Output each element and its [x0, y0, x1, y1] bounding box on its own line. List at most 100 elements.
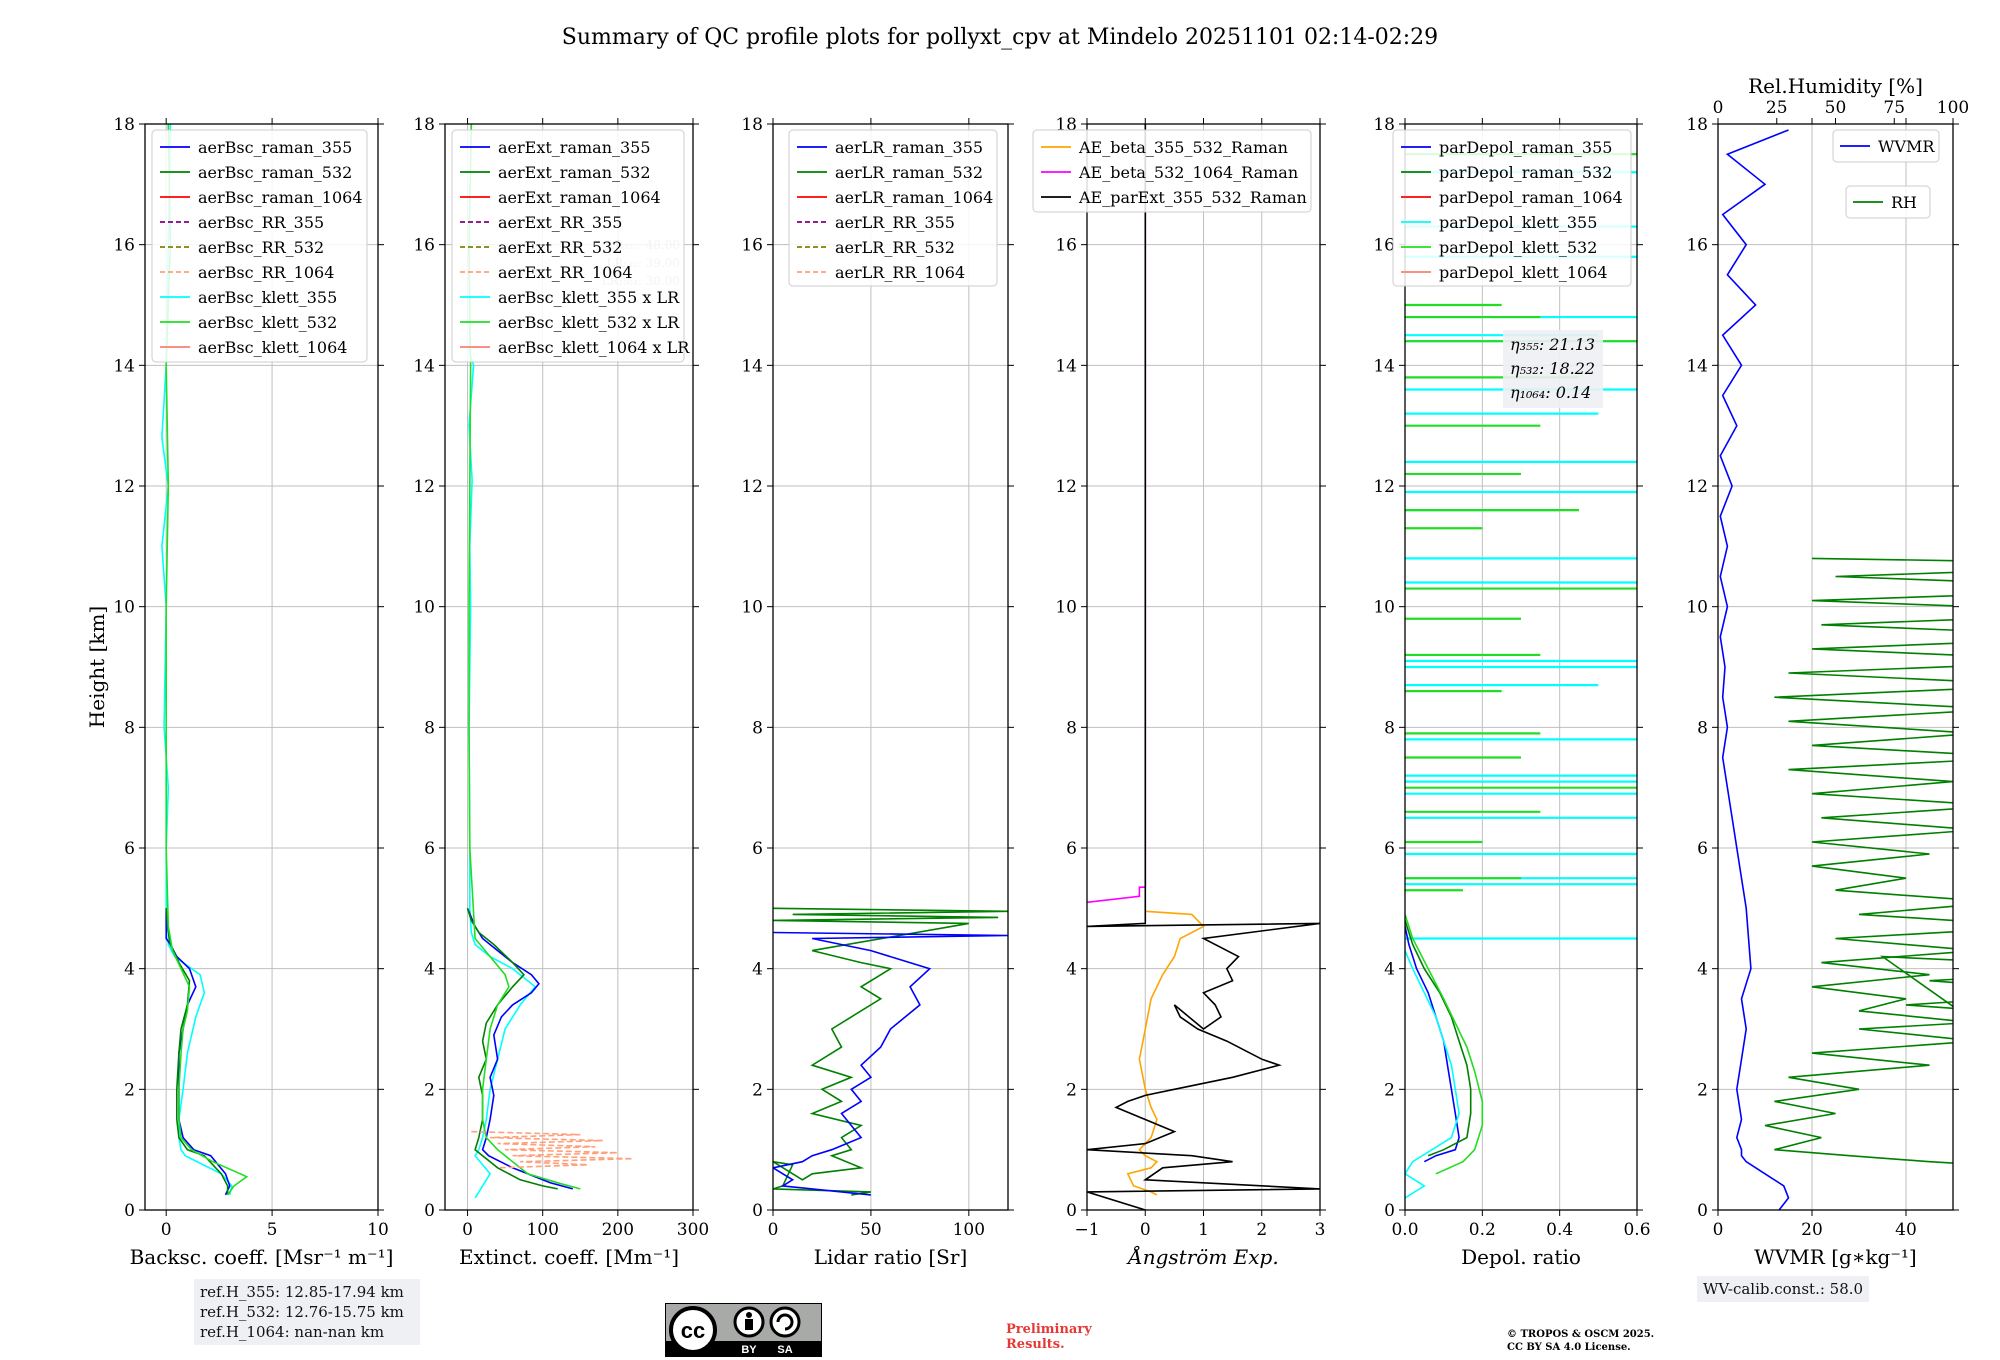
x-axis-label: Backsc. coeff. [Msr⁻¹ m⁻¹] — [130, 1245, 394, 1269]
legend-label: aerLR_RR_532 — [835, 238, 955, 257]
y-tick-label: 18 — [1373, 115, 1395, 135]
legend-label: aerExt_raman_355 — [498, 138, 651, 157]
y-tick-label: 6 — [1697, 839, 1708, 859]
copyright-line-1: © TROPOS & OSCM 2025. — [1507, 1329, 1655, 1340]
x-tick-label: 40 — [1895, 1220, 1917, 1240]
legend-label: AE_parExt_355_532_Raman — [1078, 188, 1307, 207]
wv-calib-box: WV-calib.const.: 58.0 — [1697, 1276, 1870, 1302]
y-tick-label: 12 — [1373, 477, 1395, 497]
top-x-tick-label: 0 — [1713, 98, 1724, 118]
x-tick-label: 3 — [1315, 1220, 1326, 1240]
y-tick-label: 12 — [1686, 477, 1708, 497]
y-tick-label: 8 — [1697, 718, 1708, 738]
legend-label: aerExt_raman_1064 — [498, 188, 661, 207]
y-tick-label: 0 — [1697, 1201, 1708, 1221]
y-tick-label: 6 — [1384, 839, 1395, 859]
axes-frame — [772, 123, 1009, 1211]
legend-label: parDepol_klett_355 — [1439, 213, 1597, 232]
x-tick-label: −1 — [1074, 1220, 1099, 1240]
legend-label: aerLR_RR_1064 — [835, 263, 965, 282]
y-tick-label: 8 — [1066, 718, 1077, 738]
top-x-tick-label: 100 — [1937, 98, 1969, 118]
y-tick-label: 4 — [1697, 960, 1708, 980]
y-tick-label: 14 — [1055, 356, 1077, 376]
series-group — [161, 124, 249, 1196]
legend-label: parDepol_klett_532 — [1439, 238, 1597, 257]
y-tick-label: 18 — [1686, 115, 1708, 135]
legend-label: aerBsc_klett_1064 — [198, 338, 347, 357]
y-tick-label: 14 — [113, 356, 135, 376]
legend-label: parDepol_raman_355 — [1439, 138, 1612, 157]
copyright-line-2: CC BY SA 4.0 License. — [1507, 1342, 1631, 1353]
top-x-tick-label: 75 — [1883, 98, 1905, 118]
legend-box — [1845, 185, 1931, 219]
y-tick-label: 6 — [752, 839, 763, 859]
series-group — [1087, 124, 1320, 1210]
y-tick-label: 0 — [1384, 1201, 1395, 1221]
y-tick-label: 14 — [741, 356, 763, 376]
legend-label: aerBsc_raman_532 — [198, 163, 352, 182]
legend-label: aerLR_raman_532 — [835, 163, 983, 182]
legend-box — [451, 129, 685, 363]
x-axis-label: Depol. ratio — [1461, 1245, 1581, 1269]
axes-frame — [1717, 123, 1954, 1211]
panel-depol: 0.0 0.2 0.4 0.6 0 2 4 6 8 10 12 14 16 18 Depol. ratio η… — [1373, 115, 1650, 1269]
legend-label: AE_beta_355_532_Raman — [1078, 138, 1288, 157]
series-group — [1719, 129, 1953, 1210]
axes-frame — [144, 123, 379, 1211]
y-axis-label: Height [km] — [85, 606, 109, 728]
y-tick-label: 16 — [741, 236, 763, 256]
y-tick-label: 18 — [113, 115, 135, 135]
y-tick-label: 6 — [424, 839, 435, 859]
y-tick-label: 10 — [113, 598, 135, 618]
legend-label: aerBsc_klett_532 x LR — [498, 313, 680, 332]
x-tick-label: 0.2 — [1469, 1220, 1496, 1240]
series-group — [773, 907, 1008, 1196]
legend-label: WVMR — [1878, 137, 1935, 156]
legend-label: parDepol_klett_1064 — [1439, 263, 1608, 282]
legend-label: AE_beta_532_1064_Raman — [1078, 163, 1298, 182]
series-line-aerext-rr-1064 — [471, 1130, 633, 1169]
x-tick-label: 0 — [1713, 1220, 1724, 1240]
x-tick-label: 1 — [1198, 1220, 1209, 1240]
series-line-aerbsc-raman-355 — [165, 908, 231, 1196]
series-line-aerbsc-klett-532-x-lr — [468, 124, 581, 1190]
y-tick-label: 2 — [424, 1080, 435, 1100]
series-line-aerbsc-klett-355 — [161, 124, 233, 1196]
y-tick-label: 16 — [113, 236, 135, 256]
x-tick-label: 0.4 — [1546, 1220, 1573, 1240]
y-tick-label: 6 — [1066, 839, 1077, 859]
legend-label: aerBsc_klett_355 x LR — [498, 288, 680, 307]
eta-label: η₃₅₅: 21.13 — [1510, 335, 1595, 354]
top-x-tick-label: 25 — [1766, 98, 1788, 118]
top-x-axis-label: Rel.Humidity [%] — [1748, 74, 1923, 98]
x-tick-label: 200 — [602, 1220, 634, 1240]
y-tick-label: 16 — [1373, 236, 1395, 256]
eta-label: η₁₀₆₄: 0.14 — [1510, 383, 1591, 402]
legend-label: aerLR_RR_355 — [835, 213, 955, 232]
preliminary-line-2: Results. — [1006, 1337, 1065, 1352]
series-group — [1405, 153, 1637, 1199]
legend-label: aerExt_RR_355 — [498, 213, 622, 232]
legend-label: aerExt_RR_1064 — [498, 263, 633, 282]
y-tick-label: 4 — [1066, 960, 1077, 980]
y-tick-label: 8 — [752, 718, 763, 738]
y-tick-label: 0 — [124, 1201, 135, 1221]
series-line-ae-beta-532-1064-raman — [1087, 124, 1147, 904]
y-tick-label: 10 — [1373, 598, 1395, 618]
x-tick-label: 100 — [953, 1220, 985, 1240]
x-tick-label: 0 — [1140, 1220, 1151, 1240]
series-line-pardepol-raman-355 — [1405, 926, 1460, 1163]
y-tick-label: 4 — [1384, 960, 1395, 980]
series-line-ae-parext-355-532-raman — [1087, 124, 1320, 1210]
legend-box — [1032, 129, 1312, 213]
legend-label: aerBsc_klett_1064 x LR — [498, 338, 690, 357]
x-axis-label: WVMR [g∗kg⁻¹] — [1754, 1245, 1916, 1269]
x-tick-label: 0 — [768, 1220, 779, 1240]
y-tick-label: 12 — [741, 477, 763, 497]
series-line-pardepol-raman-532 — [1405, 920, 1472, 1157]
legend-box — [151, 129, 368, 363]
y-tick-label: 2 — [1384, 1080, 1395, 1100]
